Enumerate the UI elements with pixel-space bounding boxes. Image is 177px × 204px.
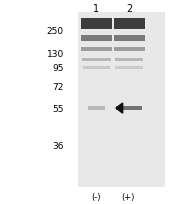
Text: 36: 36 [52, 141, 64, 150]
Bar [81, 48, 112, 52]
Text: 250: 250 [47, 27, 64, 36]
Bar [114, 19, 145, 30]
Text: 130: 130 [47, 50, 64, 59]
Bar [78, 13, 165, 187]
Bar [83, 67, 110, 70]
Bar [116, 106, 142, 111]
Text: (-): (-) [92, 192, 101, 201]
Bar [115, 67, 143, 70]
Bar [115, 58, 143, 62]
Text: (+): (+) [122, 192, 135, 201]
Text: 2: 2 [126, 4, 132, 14]
Polygon shape [116, 103, 123, 114]
Bar [88, 107, 105, 110]
Text: 1: 1 [93, 4, 99, 14]
Text: 55: 55 [52, 105, 64, 114]
Bar [81, 19, 112, 30]
Bar [82, 58, 111, 62]
Text: 72: 72 [52, 82, 64, 91]
Bar [114, 36, 145, 42]
Bar [81, 36, 112, 42]
Text: 95: 95 [52, 64, 64, 73]
Bar [114, 48, 145, 52]
